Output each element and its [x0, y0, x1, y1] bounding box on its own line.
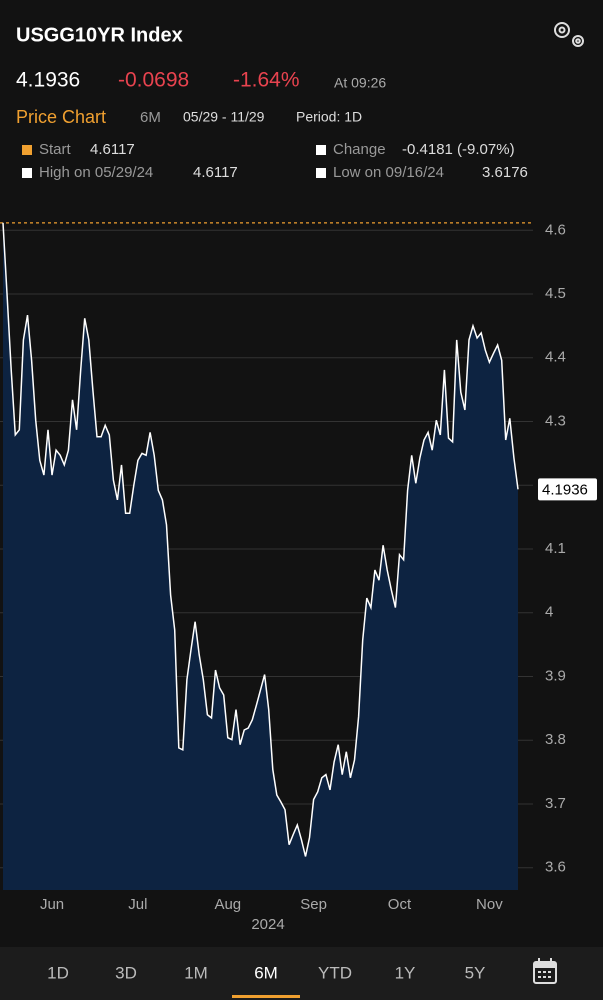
price: 4.1936 — [16, 69, 80, 92]
stat-label: Change — [333, 141, 386, 158]
tab-bar — [0, 947, 603, 1000]
tab[interactable]: 1D — [47, 963, 69, 982]
y-tick-label: 4.4 — [545, 349, 566, 366]
stat-value: -0.4181 (-9.07%) — [402, 141, 515, 158]
y-tick-label: 4.3 — [545, 412, 566, 429]
legend-square — [22, 168, 32, 178]
period: Period: 1D — [296, 109, 362, 125]
y-tick-label: 4.5 — [545, 285, 566, 302]
legend-square — [22, 145, 32, 155]
stat-label: High on 05/29/24 — [39, 164, 153, 181]
x-tick-label: Jun — [40, 896, 64, 913]
settings-icon[interactable] — [554, 22, 584, 47]
tab[interactable]: 1M — [184, 963, 208, 982]
x-tick-label: Aug — [214, 896, 241, 913]
change-pct: -1.64% — [233, 69, 300, 92]
tab-underline — [232, 995, 300, 998]
chart-title: Price Chart — [16, 107, 106, 127]
x-tick-label: Oct — [388, 896, 412, 913]
y-tick-label: 3.6 — [545, 859, 566, 876]
last-price-label: 4.1936 — [542, 481, 588, 498]
y-tick-label: 3.8 — [545, 731, 566, 748]
date-range: 05/29 - 11/29 — [183, 109, 265, 125]
y-tick-label: 4 — [545, 604, 553, 621]
stat-value: 4.6117 — [90, 141, 135, 158]
title: USGG10YR Index — [16, 24, 183, 46]
tab[interactable]: 1Y — [395, 963, 416, 982]
stat-value: 4.6117 — [193, 164, 238, 181]
stat-value: 3.6176 — [482, 164, 528, 181]
x-axis-label: 2024 — [251, 916, 284, 933]
y-tick-label: 4.6 — [545, 221, 566, 238]
stat-label: Start — [39, 141, 72, 158]
x-tick-label: Sep — [300, 896, 327, 913]
tab[interactable]: 6M — [254, 963, 278, 982]
x-tick-label: Nov — [476, 896, 503, 913]
area-fill — [3, 222, 518, 891]
range: 6M — [140, 109, 161, 126]
x-tick-label: Jul — [128, 896, 147, 913]
quote-time: At 09:26 — [334, 75, 386, 91]
tab[interactable]: 3D — [115, 963, 137, 982]
legend-square — [316, 168, 326, 178]
tab[interactable]: 5Y — [465, 963, 486, 982]
calendar-icon[interactable] — [533, 958, 557, 984]
price-line — [2, 222, 519, 857]
stat-label: Low on 09/16/24 — [333, 164, 444, 181]
y-tick-label: 4.1 — [545, 540, 566, 557]
y-tick-label: 3.7 — [545, 795, 566, 812]
change: -0.0698 — [118, 69, 189, 92]
legend-square — [316, 145, 326, 155]
y-tick-label: 3.9 — [545, 667, 566, 684]
last-price-box — [538, 478, 597, 501]
tab[interactable]: YTD — [318, 963, 352, 982]
